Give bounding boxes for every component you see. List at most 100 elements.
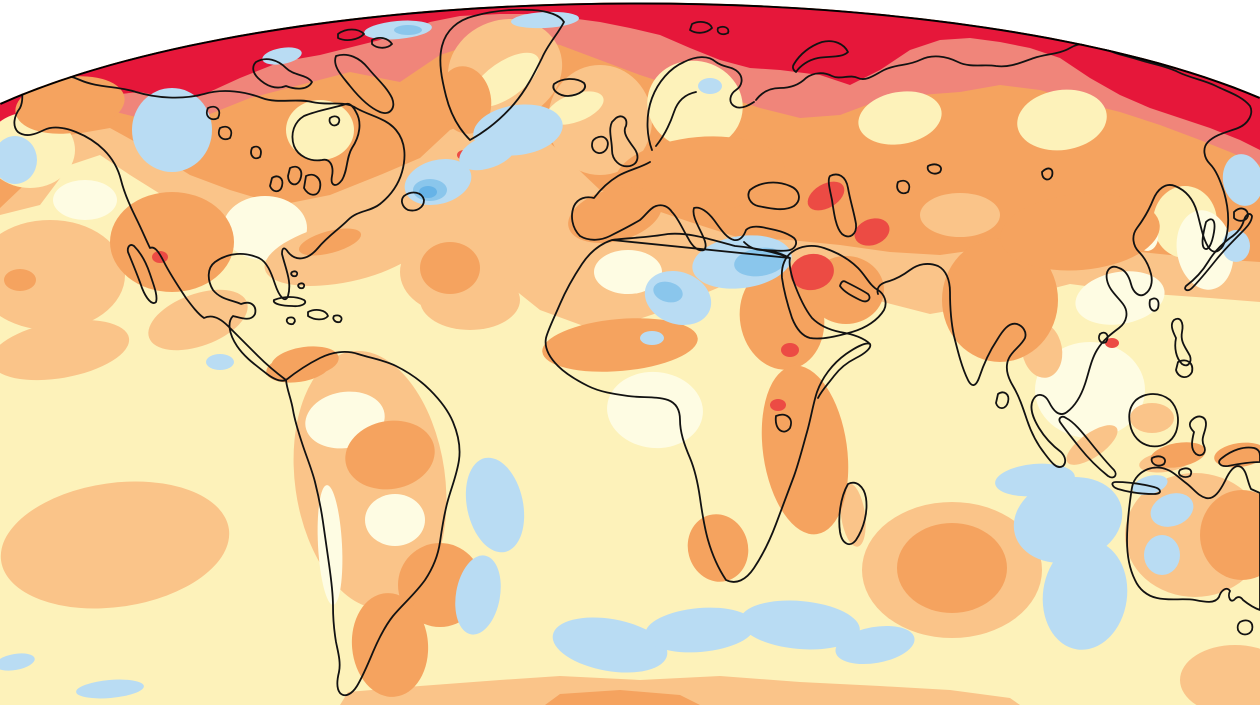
caucasus-hotspot bbox=[807, 181, 845, 211]
red-sea-hotspot bbox=[790, 253, 834, 291]
cool-anomaly-patches bbox=[0, 11, 1260, 699]
indian-ocean-blue-lower bbox=[1042, 540, 1128, 650]
azores-core bbox=[420, 242, 480, 294]
alaska-core bbox=[15, 76, 125, 134]
coastline-south-america bbox=[285, 351, 461, 697]
coastline-australia bbox=[1126, 465, 1260, 611]
argentina-core bbox=[351, 593, 429, 697]
coastline-india-srilanka bbox=[995, 391, 1010, 410]
sahel-band bbox=[542, 318, 698, 372]
subantarctic-core bbox=[545, 690, 700, 705]
pacific-dot bbox=[4, 269, 36, 291]
madagascar-patch bbox=[840, 483, 866, 547]
southeast-pacific-blue-1 bbox=[76, 679, 144, 699]
black-sea bbox=[747, 181, 800, 211]
south-atlantic-blue-1 bbox=[465, 457, 525, 553]
coastline-scandinavia bbox=[646, 56, 755, 151]
coastline-arabia bbox=[780, 245, 887, 340]
coastlines bbox=[13, 8, 1260, 697]
subantarctic-band bbox=[340, 676, 1020, 705]
nile-northeast-africa bbox=[739, 266, 825, 370]
coastline-new-guinea bbox=[1218, 446, 1260, 468]
arctic-archipelago bbox=[252, 28, 395, 127]
neutral-and-mild-patches bbox=[0, 18, 1260, 705]
new-guinea-patch bbox=[1214, 442, 1260, 468]
coastline-baja bbox=[126, 244, 158, 304]
iberia-core bbox=[568, 186, 662, 244]
congo-pale bbox=[607, 371, 703, 449]
brazil-interior-pale bbox=[365, 494, 425, 546]
japan-sea-pale bbox=[1176, 210, 1234, 290]
coastline-svalbard bbox=[689, 21, 730, 36]
iceland-sea-streak bbox=[546, 91, 604, 125]
coastline-iceland bbox=[552, 78, 586, 97]
gulf-stream-core bbox=[298, 228, 362, 256]
hudson-region-patch bbox=[286, 100, 354, 160]
gulf-of-alaska-pale bbox=[53, 180, 117, 220]
south-china-pale bbox=[1075, 271, 1165, 325]
southern-ocean-blue-3 bbox=[740, 600, 860, 650]
band-strongest-warming bbox=[0, 2, 1260, 150]
scandinavia-blue-dot bbox=[698, 78, 722, 94]
coastline-madagascar bbox=[838, 481, 868, 546]
coastline-taiwan-hainan bbox=[1098, 297, 1160, 344]
coastline-north-america bbox=[13, 73, 406, 382]
vietnam-hotspot bbox=[1105, 338, 1119, 348]
coastline-greenland bbox=[439, 8, 565, 141]
central-brazil-core bbox=[345, 420, 435, 490]
bering-blue bbox=[0, 136, 37, 184]
south-atlantic-blue-2 bbox=[455, 555, 501, 635]
east-australia-core bbox=[1200, 490, 1260, 580]
central-america-blue-dot bbox=[206, 354, 234, 370]
southeast-pacific-blue-2 bbox=[0, 653, 35, 671]
mexico-patch bbox=[148, 289, 248, 351]
coastline-britain bbox=[609, 115, 639, 168]
warm-anomaly-patches bbox=[4, 66, 1260, 705]
western-us-core bbox=[110, 192, 234, 292]
nares-strait-blue-core bbox=[394, 25, 422, 35]
coastline-hudson-bay bbox=[291, 102, 361, 186]
east-africa-hotspot-1 bbox=[781, 343, 799, 357]
indian-ocean-core bbox=[897, 523, 1007, 613]
norwegian-sea-patch bbox=[548, 65, 652, 175]
turkmen-hotspot bbox=[854, 218, 890, 246]
west-canada-blue bbox=[132, 88, 212, 172]
coastline-ireland bbox=[591, 135, 609, 154]
southern-ocean-blue-4 bbox=[835, 625, 915, 665]
north-china-core bbox=[1000, 193, 1160, 271]
sahara-blue-core-2 bbox=[653, 281, 683, 303]
coastline-newfoundland bbox=[401, 191, 425, 212]
persian-gulf bbox=[839, 280, 871, 303]
tasman-corner-patch bbox=[1180, 645, 1260, 705]
sahel-blue-dot bbox=[640, 331, 664, 345]
hotspot-patches bbox=[152, 150, 1119, 411]
west-siberia-patch bbox=[858, 91, 942, 145]
central-asia-patch bbox=[920, 193, 1000, 237]
novaya-zemlya bbox=[792, 40, 849, 73]
southern-ocean-blue-2 bbox=[645, 607, 755, 653]
south-pacific-blob bbox=[0, 481, 230, 609]
north-pacific-blob bbox=[0, 220, 125, 330]
inland-lakes bbox=[205, 105, 1054, 433]
atlantic-hole-mid bbox=[459, 133, 517, 171]
coastline-eurasia-north-and-east bbox=[755, 42, 1253, 468]
projection-border-arc bbox=[0, 2, 1260, 105]
coastline-philippines bbox=[1170, 317, 1194, 378]
andes-pale-strip bbox=[317, 485, 343, 605]
coastline-indonesia bbox=[1058, 393, 1207, 495]
pacific-tongue bbox=[0, 319, 130, 381]
sahara-pale-hole bbox=[594, 250, 662, 294]
greenland-west-core bbox=[438, 66, 492, 134]
east-siberia-patch bbox=[1017, 89, 1107, 151]
great-lakes bbox=[269, 165, 322, 196]
bering-east-blue bbox=[1222, 154, 1260, 206]
equatorial-indian-blue bbox=[995, 463, 1075, 497]
coastline-korea-japan bbox=[1184, 207, 1253, 292]
east-europe-core bbox=[615, 136, 785, 214]
caribbean-islands bbox=[272, 270, 343, 326]
india-core bbox=[942, 238, 1058, 362]
south-africa-core bbox=[687, 514, 749, 582]
